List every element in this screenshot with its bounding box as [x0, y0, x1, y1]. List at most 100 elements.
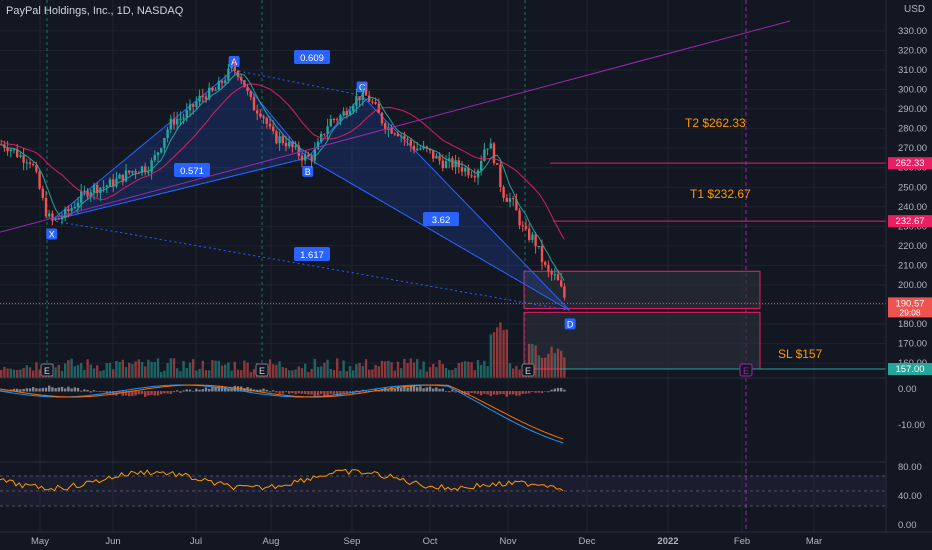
candle-body [80, 191, 83, 203]
candle-body [272, 126, 275, 132]
price-tick: 200.00 [898, 280, 927, 291]
candle-body [294, 145, 297, 148]
candle-body [67, 208, 70, 212]
macd-histogram-bar [195, 388, 198, 392]
volume-bar [512, 368, 515, 378]
macd-histogram-bar [329, 391, 332, 394]
volume-bar [457, 363, 460, 378]
macd-histogram-bar [489, 391, 492, 397]
candle-body [54, 218, 57, 220]
price-label-bg [888, 297, 932, 318]
volume-bar [528, 343, 531, 378]
candle-body [515, 199, 518, 211]
candle-body [131, 171, 134, 173]
volume-bar [246, 362, 249, 378]
candle-body [70, 208, 73, 212]
volume-bar [489, 334, 492, 378]
volume-bar [291, 370, 294, 378]
volume-bar [115, 360, 118, 378]
candle-body [6, 147, 9, 152]
volume-bar [243, 360, 246, 378]
macd-histogram-bar [288, 391, 291, 394]
ratio-label: 0.609 [300, 53, 324, 64]
candle-body [364, 89, 368, 96]
candle-body [537, 246, 540, 248]
volume-bar [505, 329, 508, 378]
chart-overlays: T2 $262.33 T1 $232.67 SL $157 E E E E [0, 20, 886, 377]
candle-body [307, 154, 310, 157]
ratio-label: 0.571 [180, 166, 204, 177]
macd-histogram-bar [128, 391, 131, 397]
time-tick: Jun [105, 536, 120, 547]
macd-histogram-bar [147, 391, 150, 396]
macd-histogram-bar [192, 390, 195, 392]
ratio-label-bg [294, 50, 330, 64]
candle-body [489, 143, 492, 149]
candle-body [518, 210, 521, 226]
candle-body [208, 87, 211, 100]
macd-histogram-bar [524, 391, 528, 394]
candle-body [156, 152, 160, 156]
candle-body [73, 206, 76, 209]
macd-histogram-bar [448, 391, 451, 393]
volume-bar [496, 327, 499, 378]
macd-histogram-bar [368, 390, 371, 392]
volume-bar [185, 368, 188, 378]
volume-bar [432, 363, 435, 378]
macd-histogram-bar [518, 391, 521, 396]
candle-body [163, 138, 166, 149]
volume-bar [70, 358, 73, 378]
macd-histogram-bar [51, 387, 54, 392]
volume-bar [83, 369, 86, 378]
candle-body [451, 158, 454, 168]
macd-histogram-bar [553, 388, 556, 392]
candle-body [521, 225, 524, 227]
macd-histogram-bar [64, 388, 67, 392]
candle-body [172, 118, 176, 125]
volume-bar [211, 360, 214, 378]
candle-body [425, 146, 428, 149]
rsi-line [0, 468, 564, 492]
volume-bar [118, 362, 121, 378]
macd-histogram-bar [214, 387, 217, 392]
volume-bar [313, 358, 316, 378]
earnings-marker: E [525, 366, 531, 376]
macd-histogram-bar [496, 391, 499, 395]
volume-bar [105, 363, 108, 378]
candle-body [217, 80, 220, 90]
macd-histogram-bar [492, 391, 496, 395]
volume-bar [198, 369, 201, 378]
candle-body [358, 96, 361, 101]
volume-bar [230, 370, 233, 378]
volume-bar [60, 370, 64, 378]
rsi-pane [0, 461, 886, 507]
macd-histogram-bar [435, 387, 438, 392]
macd-histogram-bar [358, 391, 361, 393]
grid [0, 0, 886, 532]
volume-bar [348, 366, 352, 378]
volume-bar [140, 361, 144, 378]
macd-histogram-bar [444, 391, 448, 392]
volume-bar [32, 370, 35, 378]
candle-body [48, 213, 51, 217]
macd-histogram-bar [44, 387, 48, 392]
volume-bar [540, 357, 544, 378]
candle-body [240, 76, 243, 81]
candle-body [355, 96, 358, 107]
volume-bar [144, 366, 147, 378]
volume-bar [217, 360, 220, 378]
macd-histogram-bar [67, 386, 70, 392]
macd-histogram-bar [252, 389, 256, 392]
price-tick: 180.00 [898, 319, 927, 330]
macd-histogram-bar [38, 388, 41, 392]
earnings-marker: E [44, 366, 50, 376]
volume-bar [172, 358, 176, 378]
macd-histogram-bar [528, 391, 531, 394]
macd-histogram-bar [451, 389, 454, 392]
macd-histogram-bar [332, 391, 336, 395]
volume-bar [54, 367, 57, 378]
candle-body [480, 160, 483, 171]
candle-body [323, 133, 326, 135]
candle-body [211, 87, 214, 91]
